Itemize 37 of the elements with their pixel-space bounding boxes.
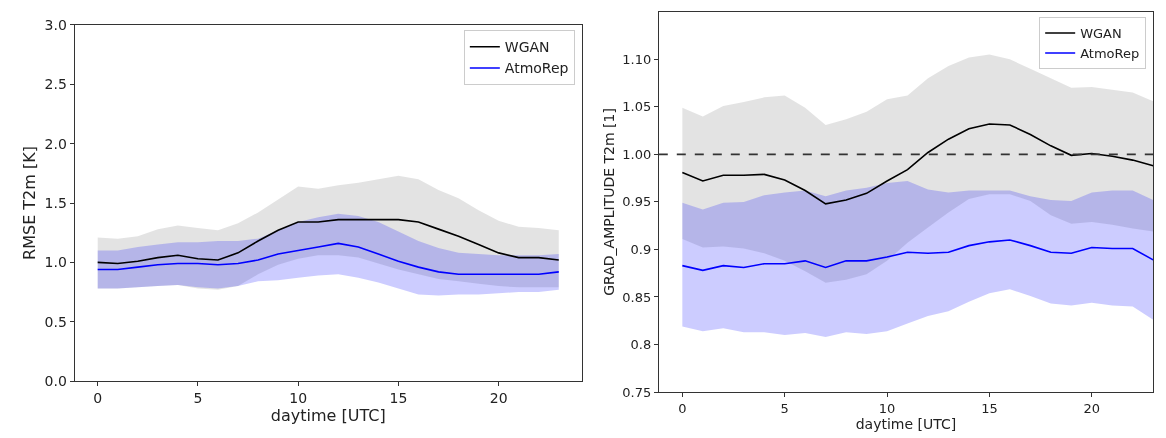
y-axis-title: GRAD_AMPLITUDE T2m [1] (600, 108, 617, 296)
x-tick-label: 0 (678, 400, 687, 416)
legend-label: AtmoRep (504, 60, 569, 77)
y-tick-label: 1.00 (622, 146, 652, 162)
legend-label: WGAN (504, 39, 550, 56)
x-axis-title: daytime [UTC] (855, 415, 957, 432)
line-series (96, 218, 560, 265)
line-series (681, 123, 1154, 205)
x-tick-label: 15 (389, 389, 408, 406)
y-tick-label: 2.5 (44, 76, 67, 93)
line-series (681, 239, 1154, 272)
x-tick-label: 5 (780, 400, 789, 416)
x-tick-label: 20 (1083, 400, 1101, 416)
legend-label: WGAN (1080, 26, 1122, 42)
x-tick-label: 5 (193, 389, 203, 406)
y-tick-label: 1.05 (622, 99, 652, 115)
y-axis-title: RMSE T2m [K] (20, 146, 40, 260)
y-tick-label: 0.95 (622, 194, 652, 210)
x-tick-label: 20 (489, 389, 508, 406)
y-tick-label: 3.0 (44, 16, 67, 33)
y-tick-label: 0.0 (44, 372, 67, 389)
x-axis-title: daytime [UTC] (270, 405, 386, 425)
y-tick-label: 1.5 (44, 194, 67, 211)
legend-label: AtmoRep (1080, 46, 1140, 61)
line-series (96, 242, 560, 276)
x-tick-label: 10 (289, 389, 308, 406)
y-tick-label: 0.75 (622, 384, 652, 400)
x-tick-label: 10 (878, 400, 896, 416)
y-tick-label: 0.9 (630, 241, 652, 257)
x-tick-label: 0 (93, 389, 103, 406)
y-tick-label: 0.8 (630, 337, 652, 353)
y-tick-label: 1.10 (622, 51, 652, 67)
y-tick-label: 0.5 (44, 313, 67, 330)
y-tick-label: 0.85 (622, 289, 652, 305)
x-tick-label: 15 (981, 400, 998, 416)
y-tick-label: 2.0 (44, 135, 67, 152)
y-tick-label: 1.0 (44, 254, 67, 271)
